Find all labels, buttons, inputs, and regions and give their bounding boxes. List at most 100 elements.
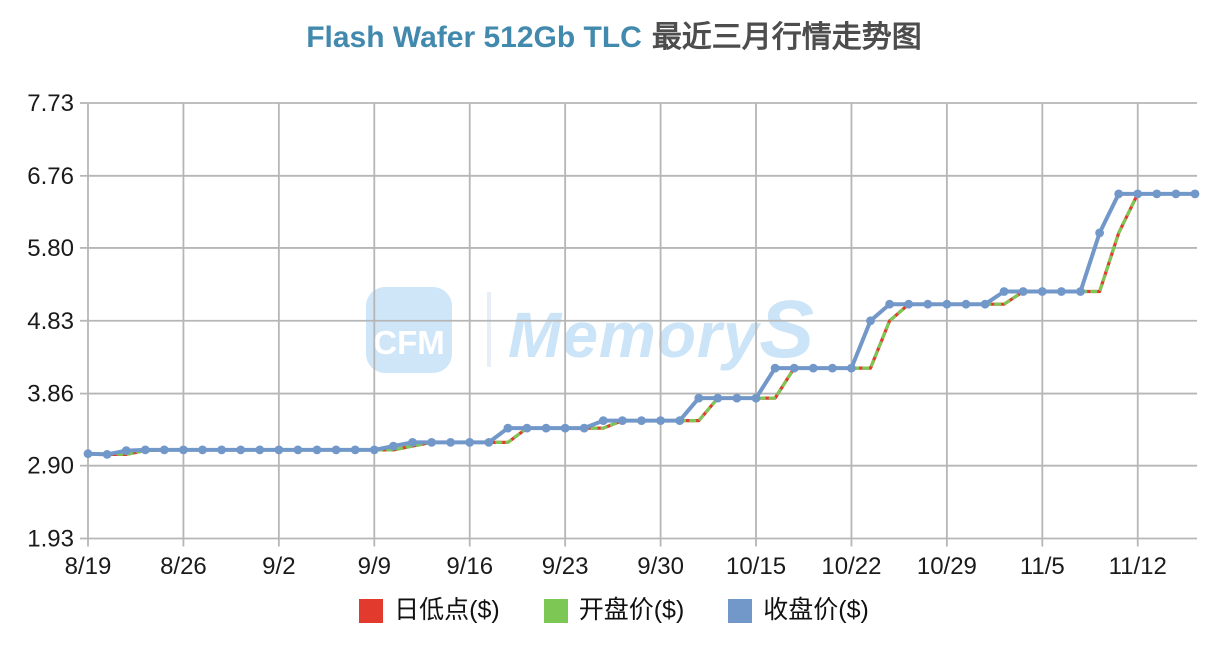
data-point [408, 438, 417, 447]
x-axis-tick-label: 11/5 [1020, 553, 1065, 580]
chart-title-product: Flash Wafer 512Gb TLC [306, 21, 642, 54]
data-point [885, 299, 894, 309]
x-axis-tick-label: 9/23 [542, 553, 589, 580]
y-axis-tick-label: 6.76 [27, 163, 74, 190]
data-point [751, 393, 761, 403]
data-point [999, 287, 1009, 296]
y-axis-tick-label: 7.73 [27, 90, 74, 117]
data-point [656, 416, 665, 425]
data-point [961, 299, 971, 309]
data-point [159, 445, 169, 455]
watermark-divider [487, 292, 491, 367]
axis-labels: 7.73 6.76 5.80 4.83 3.86 2.90 1.938/19 8/26 9/2 9… [27, 90, 1167, 580]
data-point [598, 416, 608, 425]
legend-swatch-icon [728, 598, 753, 623]
data-point [980, 299, 990, 309]
data-point [770, 363, 780, 373]
data-point [866, 316, 875, 326]
x-axis-tick-label: 9/16 [446, 553, 493, 580]
data-point [102, 450, 112, 459]
data-point [1057, 287, 1066, 296]
data-point [236, 445, 246, 455]
data-point [1152, 189, 1162, 199]
x-axis-tick-label: 10/15 [726, 553, 786, 580]
data-point [217, 445, 227, 455]
y-axis-tick-label: 3.86 [27, 381, 74, 408]
x-axis-tick-label: 9/2 [262, 553, 295, 580]
y-axis-tick-label: 1.93 [27, 526, 74, 553]
chart-title: Flash Wafer 512Gb TLC 最近三月行情走势图 [0, 12, 1228, 56]
data-point [274, 445, 284, 455]
data-point [560, 423, 570, 433]
watermark-brand-text: MemoryS [508, 284, 815, 375]
legend-item-2[interactable]: 收盘价($) [728, 598, 869, 623]
series-markers-2 [83, 189, 1200, 459]
x-axis-tick-label: 8/26 [160, 553, 207, 580]
watermark-logo-text: CFM [373, 324, 444, 361]
data-point [1076, 287, 1085, 296]
data-point [732, 393, 742, 403]
data-point [198, 445, 207, 455]
data-point [789, 363, 799, 373]
data-point [312, 445, 322, 455]
grid-lines [80, 102, 1197, 547]
x-axis-tick-label: 8/19 [65, 553, 112, 580]
data-point [1095, 228, 1104, 238]
data-point [1190, 189, 1200, 199]
data-point [503, 423, 513, 433]
y-axis-tick-label: 4.83 [27, 308, 74, 335]
data-point [389, 441, 398, 451]
legend-swatch-icon [359, 598, 384, 623]
data-point [694, 393, 704, 403]
x-axis-tick-label: 9/9 [358, 553, 391, 580]
cfm-logo-icon [366, 287, 452, 373]
chart-title-suffix: 最近三月行情走势图 [651, 21, 922, 54]
legend-label: 收盘价($) [763, 596, 869, 624]
data-point [579, 423, 589, 433]
data-point [675, 416, 685, 425]
data-point [1018, 287, 1028, 296]
data-point [465, 438, 475, 447]
data-point [1171, 189, 1181, 199]
x-axis-tick-label: 10/22 [821, 553, 881, 580]
data-point [350, 445, 360, 455]
x-axis-tick-label: 11/12 [1109, 553, 1167, 580]
legend-item-0[interactable]: 日低点($) [359, 598, 500, 623]
data-point [808, 363, 818, 373]
data-point [1133, 189, 1143, 199]
chart-legend: 日低点($) 开盘价($) 收盘价($) [0, 598, 1228, 623]
data-point [1037, 287, 1047, 296]
legend-label: 开盘价($) [578, 596, 685, 624]
data-point [140, 445, 150, 455]
data-point [121, 446, 131, 455]
data-point [637, 416, 646, 425]
legend-label: 日低点($) [394, 596, 500, 624]
y-axis-tick-label: 2.90 [27, 453, 74, 480]
legend-swatch-icon [543, 598, 568, 623]
data-point [541, 423, 551, 433]
data-point [446, 438, 455, 447]
x-axis-tick-label: 9/30 [637, 553, 684, 580]
data-point [83, 449, 93, 459]
data-point [713, 393, 723, 403]
data-point [1114, 189, 1124, 199]
watermark: CFM MemoryS [366, 284, 815, 375]
data-point [904, 299, 914, 309]
data-point [828, 363, 837, 373]
y-axis-tick-label: 5.80 [27, 235, 74, 262]
data-point [331, 445, 341, 455]
data-point [484, 438, 494, 447]
legend-item-1[interactable]: 开盘价($) [543, 596, 685, 624]
data-point [293, 445, 303, 455]
x-axis-tick-label: 10/29 [917, 553, 977, 580]
data-point [618, 416, 627, 425]
data-point [942, 299, 952, 309]
data-point [179, 445, 188, 455]
data-point [923, 299, 933, 309]
data-point [427, 438, 436, 447]
data-point [369, 445, 379, 455]
data-point [255, 445, 265, 455]
data-point [522, 423, 532, 433]
